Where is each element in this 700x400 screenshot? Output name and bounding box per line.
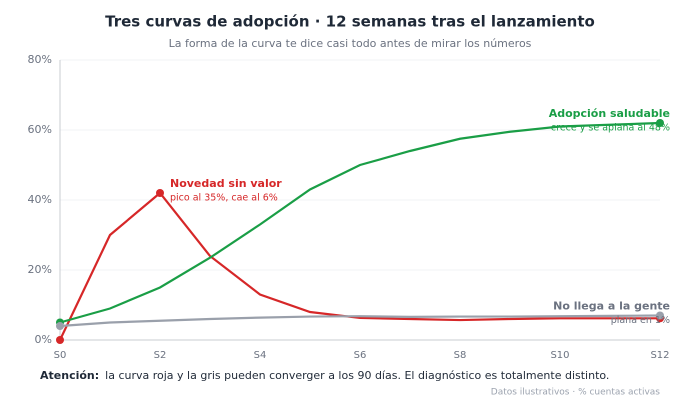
series-line bbox=[59, 314, 661, 328]
x-tick-label: S8 bbox=[454, 350, 467, 361]
series-line bbox=[59, 121, 661, 324]
point bbox=[56, 322, 64, 330]
source: Datos ilustrativos · % cuentas activas bbox=[491, 388, 661, 398]
point bbox=[656, 119, 664, 127]
series-note: crece y se aplana al 48% bbox=[551, 123, 670, 134]
x-tick-label: S12 bbox=[650, 350, 669, 361]
y-tick-label: 80% bbox=[28, 53, 52, 66]
series-note: pico al 35%, cae al 6% bbox=[170, 193, 278, 204]
footnote-label: Atención: bbox=[40, 369, 99, 382]
chart-subtitle: La forma de la curva te dice casi todo a… bbox=[169, 37, 532, 50]
x-tick-label: S4 bbox=[254, 350, 267, 361]
series-note: plana en 1% bbox=[611, 315, 670, 326]
series-label: Novedad sin valor bbox=[170, 177, 282, 190]
point bbox=[56, 336, 64, 344]
point bbox=[656, 311, 664, 320]
footnote: Atención: la curva roja y la gris pueden … bbox=[40, 369, 609, 382]
series-label: No llega a la gente bbox=[553, 300, 670, 313]
y-tick-label: 20% bbox=[28, 263, 52, 276]
y-tick-label: 0% bbox=[35, 333, 52, 346]
chart-title: Tres curvas de adopción · 12 semanas tra… bbox=[105, 13, 595, 31]
point bbox=[156, 189, 164, 197]
footnote-text: la curva roja y la gris pueden converger… bbox=[105, 369, 609, 382]
series-line bbox=[59, 191, 660, 341]
y-tick-label: 40% bbox=[28, 193, 52, 206]
series-label: Adopción saludable bbox=[549, 107, 670, 120]
x-tick-label: S10 bbox=[550, 350, 569, 361]
x-tick-label: S6 bbox=[354, 350, 367, 361]
x-tick-label: S2 bbox=[154, 350, 167, 361]
x-tick-label: S0 bbox=[54, 350, 67, 361]
y-tick-label: 60% bbox=[28, 123, 52, 136]
